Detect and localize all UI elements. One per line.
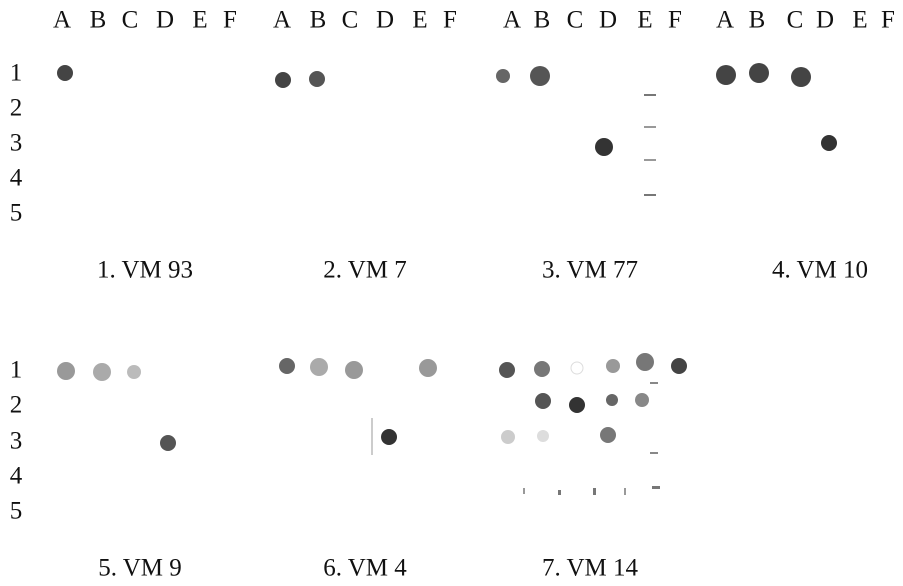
row-label: 3 [10,428,23,455]
column-header: A [53,7,71,34]
panel-caption: 6. VM 4 [323,555,407,582]
column-header: C [787,7,804,34]
panel-caption: 4. VM 10 [772,257,868,284]
dot-blot-figure: ABCDEFABCDEFABCDEFABCDEF12345123451. VM … [0,0,903,586]
row-label: 5 [10,498,23,525]
panel-caption: 3. VM 77 [542,257,638,284]
panel-caption: 1. VM 93 [97,257,193,284]
row-label: 2 [10,392,23,419]
column-header: F [223,7,237,34]
column-header: D [156,7,174,34]
row-label: 4 [10,165,23,192]
row-label: 4 [10,463,23,490]
row-label: 2 [10,95,23,122]
panel-caption: 5. VM 9 [98,555,182,582]
column-header: D [816,7,834,34]
column-header: E [192,7,207,34]
column-header: A [273,7,291,34]
column-header: B [90,7,107,34]
row-label: 1 [10,60,23,87]
column-header: B [534,7,551,34]
column-header: E [412,7,427,34]
column-header: C [122,7,139,34]
column-header: D [599,7,617,34]
row-label: 3 [10,130,23,157]
column-header: B [749,7,766,34]
row-label: 5 [10,200,23,227]
column-header: F [881,7,895,34]
column-header: B [310,7,327,34]
column-header: D [376,7,394,34]
panel-caption: 2. VM 7 [323,257,407,284]
column-header: A [503,7,521,34]
column-header: C [567,7,584,34]
column-header: C [342,7,359,34]
row-label: 1 [10,357,23,384]
column-header: E [637,7,652,34]
panel-caption: 7. VM 14 [542,555,639,582]
column-header: F [668,7,682,34]
column-header: F [443,7,457,34]
column-header: E [852,7,867,34]
column-header: A [716,7,734,34]
